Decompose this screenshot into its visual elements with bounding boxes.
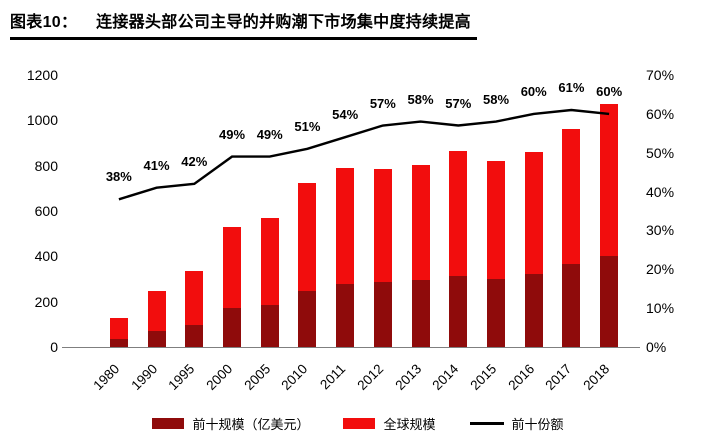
bar-segment-top10 bbox=[600, 256, 619, 347]
bar-segment-top10 bbox=[562, 264, 581, 347]
share-value-label: 60% bbox=[596, 83, 623, 99]
bar-segment-global bbox=[373, 169, 392, 283]
right-axis-label: 60% bbox=[646, 105, 675, 122]
y-axis-label: 800 bbox=[34, 157, 58, 174]
share-line-series bbox=[118, 108, 610, 201]
right-axis-label: 40% bbox=[646, 183, 675, 200]
legend-label-global: 全球规模 bbox=[383, 417, 436, 432]
bar-segment-global bbox=[223, 226, 241, 308]
bar-segment-global bbox=[562, 129, 581, 265]
bar-segment-global bbox=[147, 291, 166, 331]
legend-swatch-top10 bbox=[152, 418, 185, 429]
share-value-label: 41% bbox=[143, 157, 170, 173]
share-value-label: 49% bbox=[256, 126, 283, 142]
figure-title-text: 连接器头部公司主导的并购潮下市场集中度持续提高 bbox=[96, 14, 471, 31]
legend-label-top10: 前十规模（亿美元） bbox=[192, 417, 310, 432]
y-axis-label: 1000 bbox=[26, 112, 58, 129]
x-axis-label: 2015 bbox=[467, 361, 500, 394]
share-value-label: 51% bbox=[294, 118, 321, 134]
bar-segment-global bbox=[260, 217, 279, 305]
y-axis-label: 400 bbox=[34, 248, 58, 265]
bar-segment-top10 bbox=[260, 304, 279, 347]
legend-item-top10: 前十规模（亿美元） bbox=[152, 414, 309, 433]
bar-segment-global bbox=[449, 150, 468, 276]
share-value-label: 58% bbox=[407, 91, 434, 107]
legend-item-global: 全球规模 bbox=[343, 414, 436, 433]
x-axis-label: 2011 bbox=[317, 361, 349, 393]
x-axis-label: 2000 bbox=[203, 361, 236, 394]
share-value-label: 60% bbox=[520, 83, 547, 99]
bar-segment-top10 bbox=[185, 324, 204, 347]
bar-segment-global bbox=[336, 167, 355, 285]
right-axis-label: 20% bbox=[646, 261, 675, 278]
bar-segment-global bbox=[109, 317, 128, 339]
right-axis-label: 70% bbox=[646, 67, 675, 83]
bar-segment-top10 bbox=[336, 284, 355, 347]
bar-segment-top10 bbox=[524, 273, 543, 347]
share-line bbox=[118, 108, 610, 201]
right-axis-label: 50% bbox=[646, 144, 675, 161]
bar-segment-top10 bbox=[147, 330, 166, 347]
legend-swatch-share-line bbox=[469, 422, 504, 425]
x-axis-label: 1980 bbox=[90, 361, 123, 394]
x-axis-label: 2018 bbox=[580, 361, 613, 394]
bar-segment-top10 bbox=[223, 307, 241, 347]
share-value-label: 58% bbox=[482, 91, 510, 107]
right-axis-label: 10% bbox=[646, 300, 675, 317]
y-axis-label: 600 bbox=[34, 203, 58, 219]
bar-segment-global bbox=[600, 104, 619, 257]
figure-number: 图表10： bbox=[10, 14, 78, 31]
share-value-label: 49% bbox=[218, 126, 246, 142]
x-axis-line bbox=[62, 347, 640, 348]
share-value-label: 54% bbox=[332, 107, 359, 123]
bar-segment-top10 bbox=[449, 275, 468, 347]
bar-segment-global bbox=[298, 182, 317, 292]
bar-segment-global bbox=[524, 152, 543, 274]
y-axis-label: 200 bbox=[34, 293, 58, 310]
share-value-label: 42% bbox=[181, 153, 208, 169]
bar-segment-global bbox=[487, 161, 505, 279]
share-value-label: 57% bbox=[369, 95, 396, 111]
bar-segment-top10 bbox=[487, 278, 505, 347]
bar-segment-top10 bbox=[373, 282, 392, 347]
legend-label-share: 前十份额 bbox=[511, 417, 564, 432]
bar-segment-global bbox=[411, 164, 430, 280]
x-axis-label: 2012 bbox=[354, 361, 387, 394]
bar-segment-global bbox=[185, 271, 204, 325]
bar-segment-top10 bbox=[109, 338, 128, 347]
bar-segment-top10 bbox=[298, 291, 317, 347]
legend-item-share: 前十份额 bbox=[469, 414, 564, 433]
bar-segment-top10 bbox=[411, 279, 430, 347]
chart-legend: 前十规模（亿美元） 全球规模 前十份额 bbox=[0, 414, 716, 433]
figure-title: 图表10： 连接器头部公司主导的并购潮下市场集中度持续提高 bbox=[10, 8, 477, 40]
share-value-label: 38% bbox=[105, 169, 132, 185]
y-axis-label: 1200 bbox=[26, 67, 58, 83]
y-axis-label: 0 bbox=[50, 339, 58, 355]
share-value-label: 57% bbox=[445, 95, 472, 111]
legend-swatch-global bbox=[343, 418, 376, 429]
share-value-label: 61% bbox=[558, 79, 585, 95]
right-axis-label: 0% bbox=[646, 339, 667, 355]
right-axis-label: 30% bbox=[646, 222, 675, 239]
